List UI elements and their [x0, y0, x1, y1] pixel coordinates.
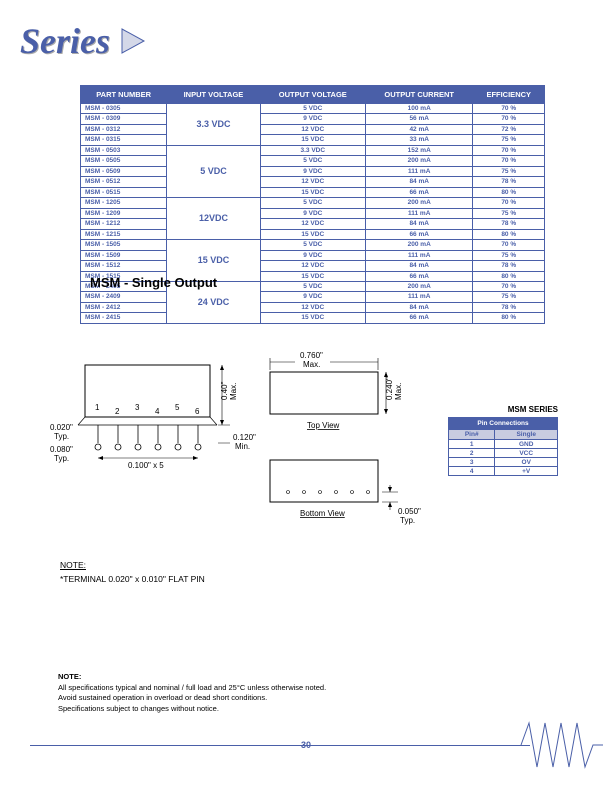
col-header: PART NUMBER	[81, 86, 167, 104]
spec-row: MSM - 031515 VDC33 mA75 %	[81, 135, 545, 145]
spec-row: MSM - 241515 VDC66 mA80 %	[81, 313, 545, 323]
footer-line: All specifications typical and nominal /…	[58, 683, 326, 694]
pin-table: Pin ConnectionsPin#Single1GND2VCC3OV4+V	[448, 417, 558, 476]
svg-text:0.050": 0.050"	[398, 507, 421, 516]
svg-text:Min.: Min.	[235, 442, 250, 451]
spec-row: MSM - 12099 VDC111 mA75 %	[81, 208, 545, 218]
note-label: NOTE:	[60, 560, 205, 570]
note-terminal: NOTE: *TERMINAL 0.020" x 0.010" FLAT PIN	[60, 560, 205, 584]
spec-row: MSM - 05099 VDC111 mA75 %	[81, 166, 545, 176]
svg-text:3: 3	[135, 403, 140, 412]
svg-text:5: 5	[175, 403, 180, 412]
svg-text:Max.: Max.	[229, 383, 238, 400]
col-header: OUTPUT VOLTAGE	[260, 86, 365, 104]
svg-text:0.240": 0.240"	[385, 377, 394, 400]
spec-row: MSM - 03053.3 VDC5 VDC100 mA70 %	[81, 104, 545, 114]
svg-text:Typ.: Typ.	[54, 454, 69, 463]
col-header: EFFICIENCY	[473, 86, 545, 104]
svg-text:6: 6	[195, 407, 200, 416]
svg-text:Max.: Max.	[394, 383, 403, 400]
play-triangle-icon	[120, 27, 148, 55]
pin-row: 4+V	[449, 467, 558, 476]
note-text: *TERMINAL 0.020" x 0.010" FLAT PIN	[60, 574, 205, 584]
section-title: MSM - Single Output	[90, 275, 217, 290]
pin-row: 2VCC	[449, 449, 558, 458]
svg-text:Bottom View: Bottom View	[300, 509, 345, 518]
spec-row: MSM - 241212 VDC84 mA78 %	[81, 302, 545, 312]
svg-text:1: 1	[95, 403, 100, 412]
footer-line: Avoid sustained operation in overload or…	[58, 693, 326, 704]
series-title: Series	[20, 20, 110, 62]
svg-text:2: 2	[115, 407, 120, 416]
spec-row: MSM - 05035 VDC3.3 VDC152 mA70 %	[81, 145, 545, 155]
col-header: OUTPUT CURRENT	[365, 86, 473, 104]
svg-text:0.080": 0.080"	[50, 445, 73, 454]
spec-row: MSM - 05055 VDC200 mA70 %	[81, 156, 545, 166]
svg-text:Max.: Max.	[303, 360, 320, 369]
svg-text:0.40": 0.40"	[220, 381, 229, 400]
col-header: INPUT VOLTAGE	[167, 86, 260, 104]
svg-text:0.100" x 5: 0.100" x 5	[128, 461, 164, 470]
footer-note: NOTE: All specifications typical and nom…	[58, 672, 326, 714]
series-header: Series	[20, 20, 148, 62]
spec-row: MSM - 151212 VDC84 mA78 %	[81, 261, 545, 271]
spec-row: MSM - 121212 VDC84 mA78 %	[81, 219, 545, 229]
svg-text:Top View: Top View	[307, 421, 340, 430]
svg-text:Typ.: Typ.	[54, 432, 69, 441]
spec-row: MSM - 120512VDC5 VDC200 mA70 %	[81, 198, 545, 208]
svg-text:4: 4	[155, 407, 160, 416]
spec-row: MSM - 121515 VDC66 mA80 %	[81, 229, 545, 239]
wave-decoration-icon	[519, 715, 604, 780]
svg-text:0.020": 0.020"	[50, 423, 73, 432]
spec-row: MSM - 031212 VDC42 mA72 %	[81, 124, 545, 134]
pin-header: Pin Connections	[449, 418, 558, 430]
spec-row: MSM - 051212 VDC84 mA78 %	[81, 177, 545, 187]
footer-head: NOTE:	[58, 672, 326, 683]
pin-series-label: MSM SERIES	[448, 405, 558, 414]
pin-row: 1GND	[449, 440, 558, 449]
spec-row: MSM - 03099 VDC56 mA70 %	[81, 114, 545, 124]
spec-row: MSM - 150515 VDC5 VDC200 mA70 %	[81, 240, 545, 250]
spec-row: MSM - 051515 VDC66 mA80 %	[81, 187, 545, 197]
svg-text:0.760": 0.760"	[300, 351, 323, 360]
pin-row: 3OV	[449, 458, 558, 467]
spec-row: MSM - 15099 VDC111 mA75 %	[81, 250, 545, 260]
spec-row: MSM - 24099 VDC111 mA75 %	[81, 292, 545, 302]
footer-line: Specifications subject to changes withou…	[58, 704, 326, 715]
svg-text:0.120": 0.120"	[233, 433, 256, 442]
pin-connections: MSM SERIES Pin ConnectionsPin#Single1GND…	[448, 405, 558, 476]
svg-text:Typ.: Typ.	[400, 516, 415, 525]
